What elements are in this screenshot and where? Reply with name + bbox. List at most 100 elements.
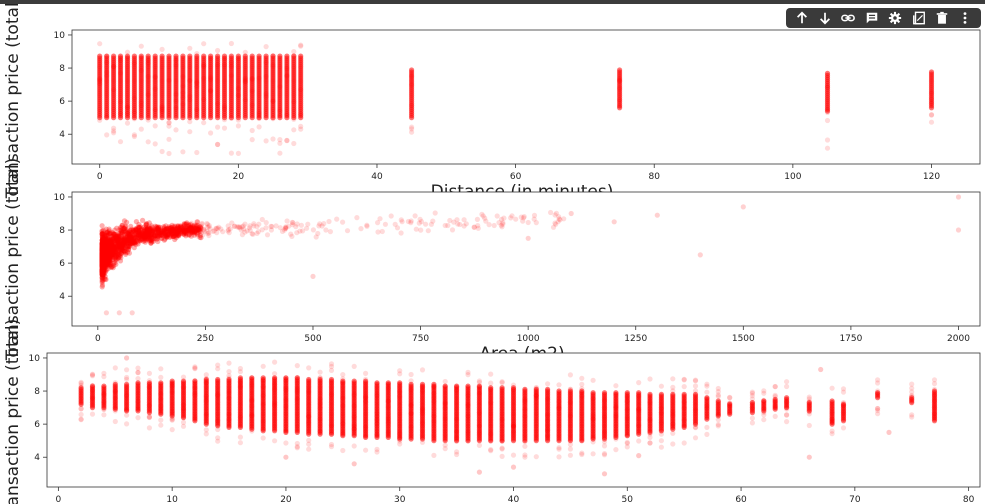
data-point [128, 223, 134, 229]
data-point [242, 49, 248, 55]
data-point [194, 80, 200, 86]
data-point [824, 109, 831, 116]
data-point [203, 397, 209, 404]
data-point [169, 231, 176, 237]
data-point [379, 228, 385, 235]
x-tick-label: 80 [649, 172, 661, 182]
data-point [242, 229, 248, 235]
data-point [201, 63, 207, 69]
data-point [146, 370, 152, 376]
data-point [226, 411, 232, 418]
data-point [99, 223, 105, 229]
data-point [100, 246, 106, 252]
data-point [475, 225, 481, 231]
data-point [117, 54, 124, 61]
x-tick-label: 1500 [732, 334, 755, 344]
data-point [259, 227, 265, 233]
data-point [431, 452, 437, 458]
y-axis-label: Transaction price (total) [3, 4, 23, 199]
data-point [128, 237, 134, 243]
data-point [99, 240, 105, 246]
data-point [442, 383, 448, 389]
data-point [104, 132, 110, 138]
data-point [636, 380, 642, 386]
data-point [119, 229, 126, 235]
data-point [419, 388, 426, 394]
data-point [166, 150, 172, 157]
data-point [351, 426, 357, 432]
data-point [658, 410, 665, 416]
data-point [173, 57, 179, 63]
gear-icon[interactable] [886, 9, 904, 27]
data-point [187, 129, 193, 135]
data-point [270, 98, 276, 104]
data-point [590, 439, 596, 445]
data-point [553, 210, 560, 216]
data-point [317, 375, 323, 381]
data-point [101, 254, 107, 260]
data-point [670, 441, 676, 447]
more-vert-icon[interactable] [956, 9, 974, 27]
data-point [480, 213, 486, 219]
data-point [181, 227, 187, 233]
mirror-cell-icon[interactable] [910, 9, 928, 27]
data-point [419, 410, 426, 416]
data-point [101, 253, 107, 259]
data-point [579, 437, 585, 443]
link-icon[interactable] [839, 9, 857, 27]
data-point [182, 227, 188, 233]
data-point [548, 209, 554, 216]
data-point [166, 226, 172, 232]
data-point [124, 55, 131, 61]
data-point [613, 404, 619, 410]
data-point [358, 226, 364, 232]
data-point [249, 137, 255, 143]
data-point [242, 53, 248, 59]
data-point [344, 228, 351, 234]
data-point [260, 377, 266, 383]
data-point [242, 75, 248, 81]
comment-icon[interactable] [863, 9, 881, 27]
data-point [388, 213, 394, 219]
data-point [579, 375, 585, 381]
data-point [140, 231, 146, 237]
data-point [111, 130, 117, 136]
data-point [180, 384, 187, 390]
data-point [104, 261, 110, 267]
data-point [105, 258, 111, 264]
data-point [624, 439, 630, 445]
data-point [203, 431, 209, 437]
data-point [170, 233, 176, 239]
data-point [181, 231, 187, 237]
data-point [256, 112, 262, 118]
data-point [111, 128, 117, 134]
arrow-up-icon[interactable] [793, 9, 811, 27]
data-point [363, 394, 369, 400]
data-point [136, 224, 143, 230]
data-point [256, 114, 262, 120]
data-point [488, 371, 494, 377]
data-point [135, 376, 141, 382]
data-point [824, 137, 831, 143]
data-point [476, 423, 482, 429]
data-point [374, 420, 380, 426]
data-point [510, 424, 517, 430]
data-point [166, 53, 172, 59]
data-point [135, 365, 141, 371]
trash-icon[interactable] [933, 9, 951, 27]
data-point [112, 418, 118, 425]
data-point [173, 127, 179, 133]
data-point [955, 194, 962, 200]
data-point [180, 374, 187, 380]
data-point [249, 127, 255, 134]
data-point [340, 430, 346, 436]
data-point [409, 124, 415, 130]
data-point [100, 243, 106, 249]
data-point [104, 53, 110, 59]
data-point [228, 63, 234, 69]
data-point [409, 82, 415, 88]
data-point [382, 221, 388, 227]
arrow-down-icon[interactable] [816, 9, 834, 27]
data-point [298, 42, 304, 48]
data-point [432, 210, 438, 216]
